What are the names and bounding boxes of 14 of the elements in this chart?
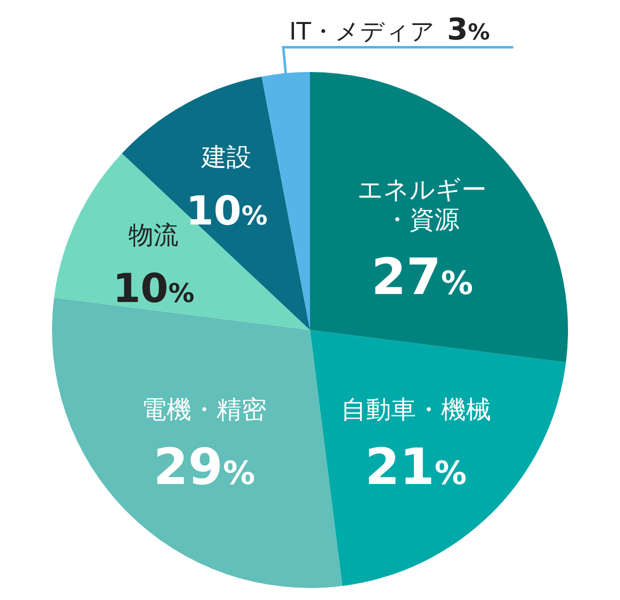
slice-label: 物流 [128, 220, 179, 250]
pie-slice [310, 330, 566, 586]
slice-label: エネルギー・資源 [358, 175, 487, 234]
data-label: 27% [371, 248, 474, 306]
data-label: 10% [112, 266, 194, 312]
slice-label: 電機・精密 [142, 394, 267, 424]
pie-slice [310, 72, 568, 362]
slice-label: 建設 [200, 142, 252, 172]
data-label: 3% [447, 12, 490, 48]
slice-label: IT・メディア [289, 17, 436, 46]
data-label: 21% [364, 438, 467, 496]
data-label: 29% [153, 438, 256, 496]
slice-label: 自動車・機械 [340, 394, 491, 424]
data-label: 10% [186, 188, 268, 234]
